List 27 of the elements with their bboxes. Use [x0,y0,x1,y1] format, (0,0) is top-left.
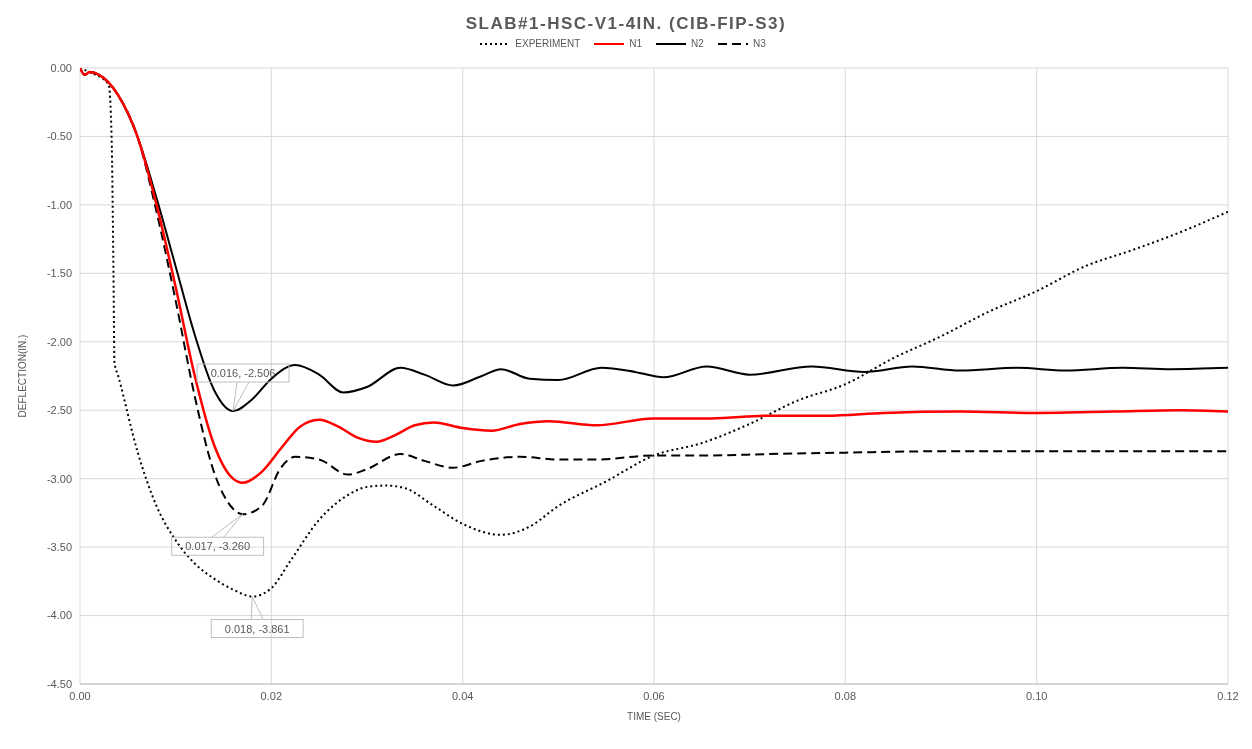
x-tick-label: 0.02 [260,689,283,702]
x-tick-label: 0.04 [451,689,474,702]
y-tick-label: -4.00 [46,609,72,622]
y-tick-label: -2.00 [46,335,72,348]
x-tick-label: 0.06 [643,689,665,702]
y-tick-label: -3.50 [46,541,72,554]
y-tick-label: -1.00 [46,198,72,211]
y-axis-title: DEFLECTION(IN.) [16,334,28,418]
x-tick-label: 0.00 [69,689,91,702]
x-tick-label: 0.08 [834,689,857,702]
x-tick-label: 0.12 [1217,689,1239,702]
legend-label: N2 [690,38,704,49]
legend-label: N1 [628,38,643,49]
annotation: 0.017, -3.260 [185,540,251,553]
y-tick-label: -1.50 [46,267,72,280]
x-tick-label: 0.10 [1025,689,1048,702]
y-tick-label: 0.00 [50,61,72,74]
x-axis-title: TIME (SEC) [627,711,681,722]
y-tick-label: -3.00 [46,472,72,485]
legend-label: N3 [751,38,766,49]
legend-label: EXPERIMENT [514,38,581,49]
y-tick-label: -0.50 [46,130,72,143]
annotation: 0.016, -2.506 [210,367,276,380]
y-tick-label: -4.50 [46,677,72,690]
y-tick-label: -2.50 [46,404,72,417]
chart-title: SLAB#1-HSC-V1-4IN. (CIB-FIP-S3) [464,14,788,34]
annotation: 0.018, -3.861 [224,622,290,635]
